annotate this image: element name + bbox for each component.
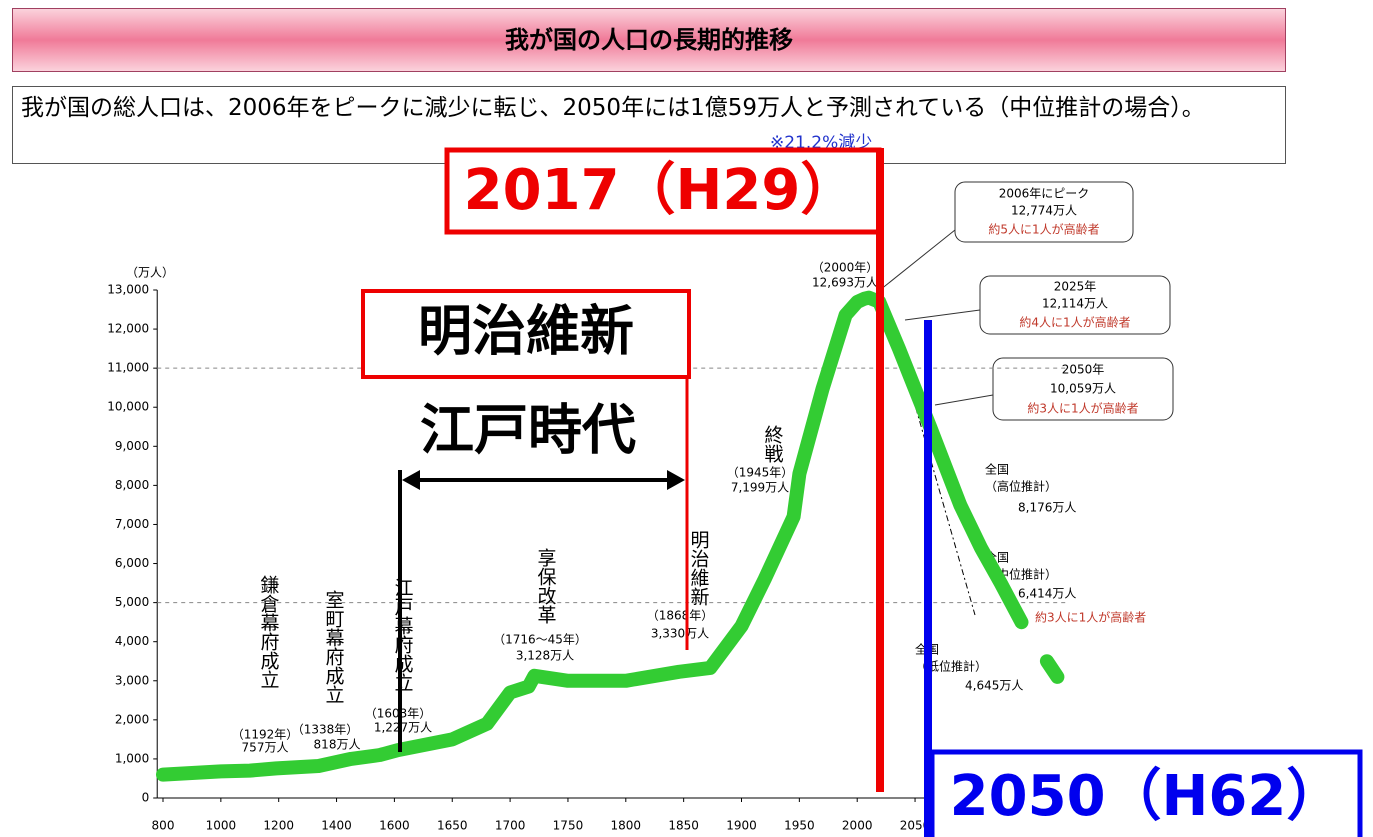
overlay-label: 2017（H29） (464, 158, 857, 223)
annotation: 約4人に1人が高齢者 (1019, 315, 1130, 330)
x-tick-label: 2000 (842, 819, 873, 833)
y-tick-label: 13,000 (107, 283, 149, 297)
annotation: 12,693万人 (812, 276, 878, 290)
annotation: （1338年） (292, 723, 359, 737)
annotation: 終戦 (762, 425, 784, 463)
overlay-label: 2050（H62） (950, 764, 1343, 829)
overlay-box (929, 749, 1363, 837)
y-tick-label: 5,000 (115, 595, 149, 609)
annotation: 鎌倉幕府成立 (258, 575, 280, 689)
annotation: 約3人に1人が高齢者 (1035, 610, 1146, 625)
annotation: （2000年） (812, 261, 879, 275)
annotation: （1868年） (647, 609, 714, 623)
x-tick-label: 1000 (206, 819, 237, 833)
y-tick-label: 9,000 (115, 439, 149, 453)
callout (954, 181, 1134, 243)
annotation: 享保改革 (535, 548, 557, 624)
x-tick-label: 1800 (611, 819, 642, 833)
annotation: 6,414万人 (1018, 587, 1076, 601)
y-tick-label: 1,000 (115, 751, 149, 765)
y-tick-label: 10,000 (107, 400, 149, 414)
y-tick-label: 6,000 (115, 556, 149, 570)
title: 我が国の人口の長期的推移 (12, 8, 1286, 72)
annotation: 10,059万人 (1050, 382, 1116, 396)
subtitle: 我が国の総人口は、2006年をピークに減少に転じ、2050年には1億59万人と予… (12, 86, 1286, 164)
annotation: 12,114万人 (1042, 297, 1108, 311)
overlay-box (444, 147, 882, 235)
callout-pointer (904, 309, 981, 321)
x-tick-label: 1400 (321, 819, 352, 833)
series-line (156, 290, 1065, 782)
annotation: 2050年 (1062, 363, 1105, 377)
x-tick-label: 2050 (900, 819, 931, 833)
overlay-box (361, 289, 691, 379)
y-tick-label: 0 (142, 791, 150, 805)
annotation: 7,199万人 (731, 481, 789, 495)
callout (992, 357, 1174, 421)
annotation: （1945年） (727, 466, 794, 480)
annotations: 鎌倉幕府成立 （1192年） 757万人 室町幕府成立 （1338年） 818万… (232, 133, 1174, 755)
annotation: 757万人 (242, 741, 289, 755)
annotation: 全国 (985, 462, 1009, 477)
annotation: 3,330万人 (651, 627, 709, 641)
annotation: 2025年 (1054, 280, 1097, 294)
overlay-label: 江戸時代 (420, 399, 636, 462)
callout-pointer (934, 394, 994, 406)
callout (979, 275, 1171, 335)
annotation: 室町幕府成立 (323, 590, 345, 704)
x-tick-label: 1200 (263, 819, 294, 833)
annotation: 3,128万人 (516, 649, 574, 663)
y-tick-label: 3,000 (115, 673, 149, 687)
overlay-label: 明治維新 (418, 300, 634, 363)
annotation: 818万人 (314, 738, 361, 752)
overlays: 2017（H29） 明治維新 江戸時代 2050（H62） (361, 147, 1363, 837)
y-tick-label: 11,000 (107, 361, 149, 375)
y-tick-label: 2,000 (115, 712, 149, 726)
annotation: （1716～45年） (493, 633, 587, 647)
annotation: 8,176万人 (1018, 501, 1076, 515)
annotation: 4,645万人 (965, 679, 1023, 693)
x-tick-label: 1900 (726, 819, 757, 833)
y-label: （万人） (126, 266, 174, 280)
y-tick-label: 7,000 (115, 517, 149, 531)
y-tick-label: 12,000 (107, 322, 149, 336)
annotation: （1192年） (232, 728, 299, 742)
annotation: 2006年にピーク (999, 187, 1090, 201)
x-tick-label: 1750 (553, 819, 584, 833)
callout-pointer (879, 229, 956, 291)
x-tick-label: 1650 (437, 819, 468, 833)
y-tick-label: 8,000 (115, 478, 149, 492)
annotation: 約5人に1人が高齢者 (988, 222, 1099, 237)
x-tick-label: 1850 (668, 819, 699, 833)
x-tick-label: 1600 (379, 819, 410, 833)
annotation: （低位推計） (915, 659, 987, 674)
x-tick-label: 800 (152, 819, 175, 833)
annotation: 12,774万人 (1011, 204, 1077, 218)
x-tick-label: 1950 (784, 819, 815, 833)
annotation: 1,227万人 (374, 721, 432, 735)
annotation: 約3人に1人が高齢者 (1027, 401, 1138, 416)
x-tick-label: 1700 (495, 819, 526, 833)
annotation: 江戸幕府成立 (392, 578, 414, 692)
plot: 0 1,000 2,000 3,000 4,000 5,000 6,000 7,000 8,00… (107, 283, 1066, 833)
y-tick-label: 4,000 (115, 634, 149, 648)
annotation: （高位推計） (985, 479, 1057, 494)
annotation: 明治維新 (688, 530, 710, 606)
